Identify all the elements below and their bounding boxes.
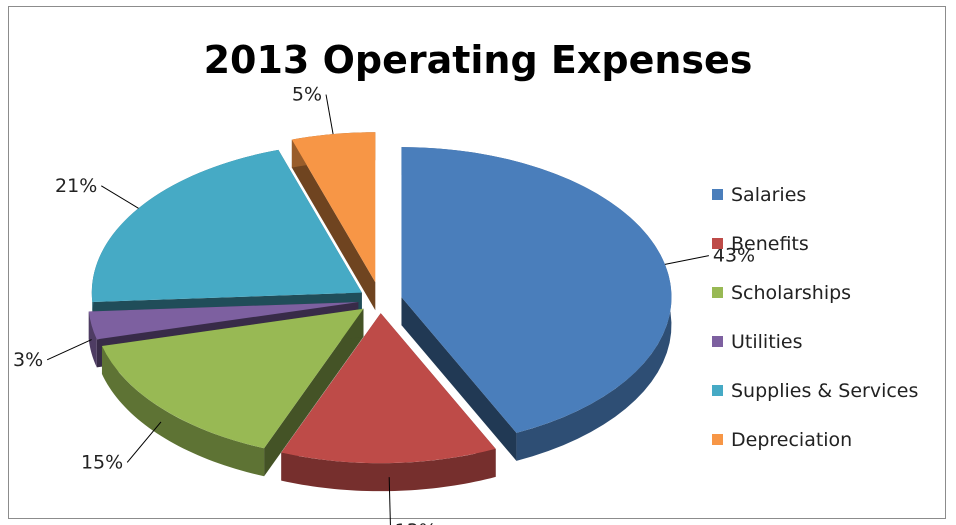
legend-swatch: [712, 189, 723, 200]
legend-swatch: [712, 238, 723, 249]
pie-slice-salaries: [401, 147, 672, 433]
pie-slice-depreciation: [291, 132, 376, 283]
data-label: 21%: [55, 175, 97, 197]
chart-title: 2013 Operating Expenses: [203, 38, 753, 82]
leader-line: [325, 94, 334, 135]
data-label: 5%: [292, 84, 322, 106]
legend-label: Depreciation: [731, 428, 853, 451]
pie-slice-benefits: [281, 313, 496, 464]
leader-line: [126, 421, 162, 463]
pie-slice-supplies-services: [91, 149, 362, 302]
leader-line: [101, 185, 139, 209]
legend-label: Salaries: [731, 183, 807, 206]
data-label: 3%: [13, 349, 43, 371]
legend: Salaries Benefits Scholarships Utilities Sup…: [712, 170, 918, 464]
legend-item: Supplies & Services: [712, 366, 918, 415]
legend-label: Scholarships: [731, 281, 852, 304]
data-label: 43%: [713, 245, 755, 267]
leader-line: [664, 255, 709, 265]
legend-item: Benefits: [712, 219, 918, 268]
pie-slice-scholarships: [101, 308, 364, 449]
legend-item: Scholarships: [712, 268, 918, 317]
legend-item: Utilities: [712, 317, 918, 366]
data-label: 13%: [395, 520, 437, 525]
legend-swatch: [712, 385, 723, 396]
legend-label: Benefits: [731, 232, 809, 255]
legend-label: Supplies & Services: [731, 379, 919, 402]
legend-item: Salaries: [712, 170, 918, 219]
pie-slice-utilities: [88, 302, 359, 340]
leader-line: [46, 339, 92, 361]
legend-item: Depreciation: [712, 415, 918, 464]
data-label: 15%: [81, 451, 123, 473]
legend-swatch: [712, 287, 723, 298]
legend-swatch: [712, 336, 723, 347]
leader-line: [388, 477, 391, 525]
legend-swatch: [712, 434, 723, 445]
legend-label: Utilities: [731, 330, 803, 353]
